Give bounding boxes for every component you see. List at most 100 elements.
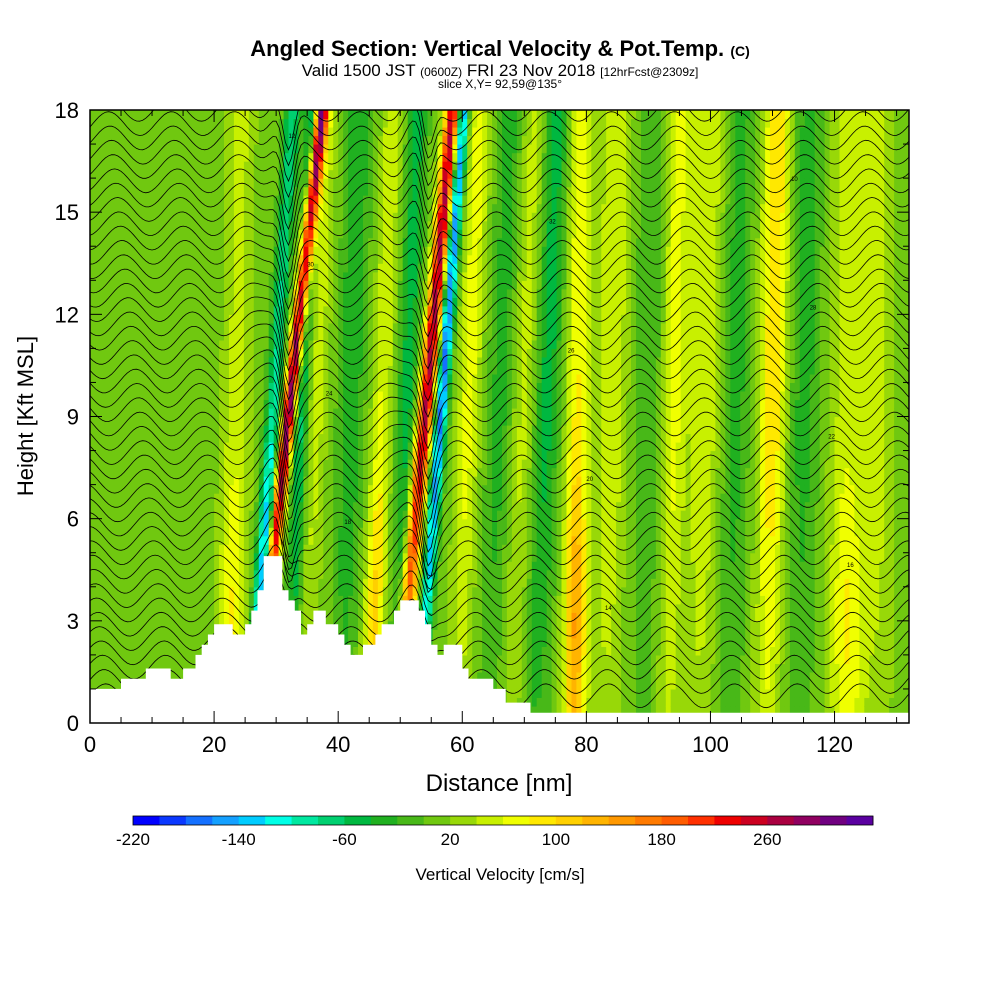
x-tick-label: 0 <box>84 732 96 757</box>
x-tick-label: 40 <box>326 732 350 757</box>
theta-contour <box>90 471 909 553</box>
theta-contour <box>90 528 909 577</box>
contour-label: 28 <box>810 306 817 312</box>
slice-info: slice X,Y= 92,59@135° <box>437 77 563 91</box>
theta-contour <box>90 197 909 263</box>
theta-contour <box>90 168 909 231</box>
colorbar-swatch <box>767 816 795 825</box>
colorbar-frame <box>132 815 874 826</box>
theta-contour <box>90 598 909 642</box>
colorbar-swatch <box>793 816 821 825</box>
contour-label: 32 <box>549 220 556 226</box>
theta-contour <box>90 584 909 629</box>
theta-contour <box>90 336 909 415</box>
colorbar-swatch <box>714 816 742 825</box>
theta-contour <box>90 120 909 183</box>
colorbar-swatch <box>555 816 583 825</box>
y-tick-label: 0 <box>67 711 79 736</box>
colorbar-swatch <box>159 816 187 825</box>
colorbar-swatch <box>503 816 530 825</box>
colorbar-tick-label: -60 <box>332 830 357 849</box>
colorbar-swatch <box>661 816 689 825</box>
forecast-info: [12hrFcst@2309z] <box>600 65 699 79</box>
colorbar-swatch <box>476 816 504 825</box>
colorbar-swatch <box>370 816 398 825</box>
valid-time: Valid 1500 JST <box>301 61 416 80</box>
colorbar-swatch <box>820 816 847 825</box>
chart-title: Angled Section: Vertical Velocity & Pot.… <box>0 36 1000 62</box>
theta-contour <box>90 375 909 456</box>
y-tick-label: 18 <box>55 98 79 123</box>
x-axis-label: Distance [nm] <box>426 770 573 797</box>
theta-contour <box>90 152 909 215</box>
theta-contour <box>90 515 909 594</box>
theta-contour <box>90 570 909 616</box>
valid-date: FRI 23 Nov 2018 <box>466 61 596 80</box>
contour-label: 12 <box>289 134 296 140</box>
x-tick-label: 20 <box>202 732 226 757</box>
colorbar-tick-label: 100 <box>542 830 570 849</box>
utc-time: (0600Z) <box>420 65 463 79</box>
colorbar-swatch <box>635 816 662 825</box>
colorbar-swatch <box>688 816 715 825</box>
x-tick-label: 80 <box>574 732 598 757</box>
theta-contour <box>90 310 909 387</box>
theta-contour <box>90 402 909 482</box>
colorbar-label: Vertical Velocity [cm/s] <box>415 865 584 884</box>
colorbar-swatch <box>529 816 557 825</box>
x-tick-label: 60 <box>450 732 474 757</box>
contour-label: 20 <box>586 477 593 483</box>
contour-label: 14 <box>605 606 612 612</box>
y-tick-label: 9 <box>67 405 79 430</box>
velocity-field <box>90 110 909 723</box>
y-tick-label: 12 <box>55 302 79 327</box>
colorbar-tick-label: -220 <box>116 830 150 849</box>
colorbar-swatch <box>397 816 425 825</box>
colorbar-tick-label: 20 <box>441 830 460 849</box>
contour-label: 10 <box>791 177 798 183</box>
colorbar-swatch <box>423 816 451 825</box>
contour-label: 18 <box>344 520 351 526</box>
y-tick-label: 15 <box>55 200 79 225</box>
terrain <box>90 556 909 723</box>
theta-contour <box>90 110 909 167</box>
x-tick-label: 120 <box>816 732 853 757</box>
colorbar: -220 -140 -60 20 100 180 260 <box>116 815 874 849</box>
colorbar-swatch <box>291 816 319 825</box>
colorbar-swatch <box>846 816 874 825</box>
x-tick-label: 100 <box>692 732 729 757</box>
theta-contour <box>90 443 909 525</box>
theta-contour <box>90 225 909 295</box>
colorbar-swatch <box>608 816 636 825</box>
theta-contour <box>90 362 909 443</box>
title-text: Angled Section: Vertical Velocity & Pot.… <box>250 36 725 61</box>
theta-contour <box>90 211 909 279</box>
theta-contour <box>90 349 909 429</box>
theta-contour <box>90 457 909 539</box>
colorbar-swatch <box>133 816 160 825</box>
contour-label: 26 <box>568 349 575 355</box>
chart-subtitle: Valid 1500 JST (0600Z) FRI 23 Nov 2018 [… <box>0 61 1000 81</box>
y-tick-label: 6 <box>67 507 79 532</box>
theta-contour <box>90 282 909 357</box>
theta-contour <box>90 296 909 372</box>
theta-contour <box>90 110 909 151</box>
y-tick-label: 3 <box>67 609 79 634</box>
contour-label: 24 <box>326 391 333 397</box>
colorbar-swatch <box>740 816 768 825</box>
theta-contour <box>90 323 909 401</box>
terrain-shape <box>90 556 909 723</box>
theta-contour <box>90 182 909 247</box>
colorbar-swatch <box>265 816 292 825</box>
theta-contour <box>90 542 909 591</box>
colorbar-tick-label: 180 <box>647 830 675 849</box>
theta-contour <box>90 486 909 567</box>
contour-label: 22 <box>828 434 835 440</box>
y-axis-label: Height [Kft MSL] <box>13 336 38 496</box>
theta-contour <box>90 429 909 511</box>
contour-label: 30 <box>307 263 314 269</box>
axes: 0 20 40 60 80 100 120 0 3 6 9 12 15 18 <box>55 98 909 757</box>
theta-contour <box>90 500 909 581</box>
colorbar-swatch <box>318 816 345 825</box>
